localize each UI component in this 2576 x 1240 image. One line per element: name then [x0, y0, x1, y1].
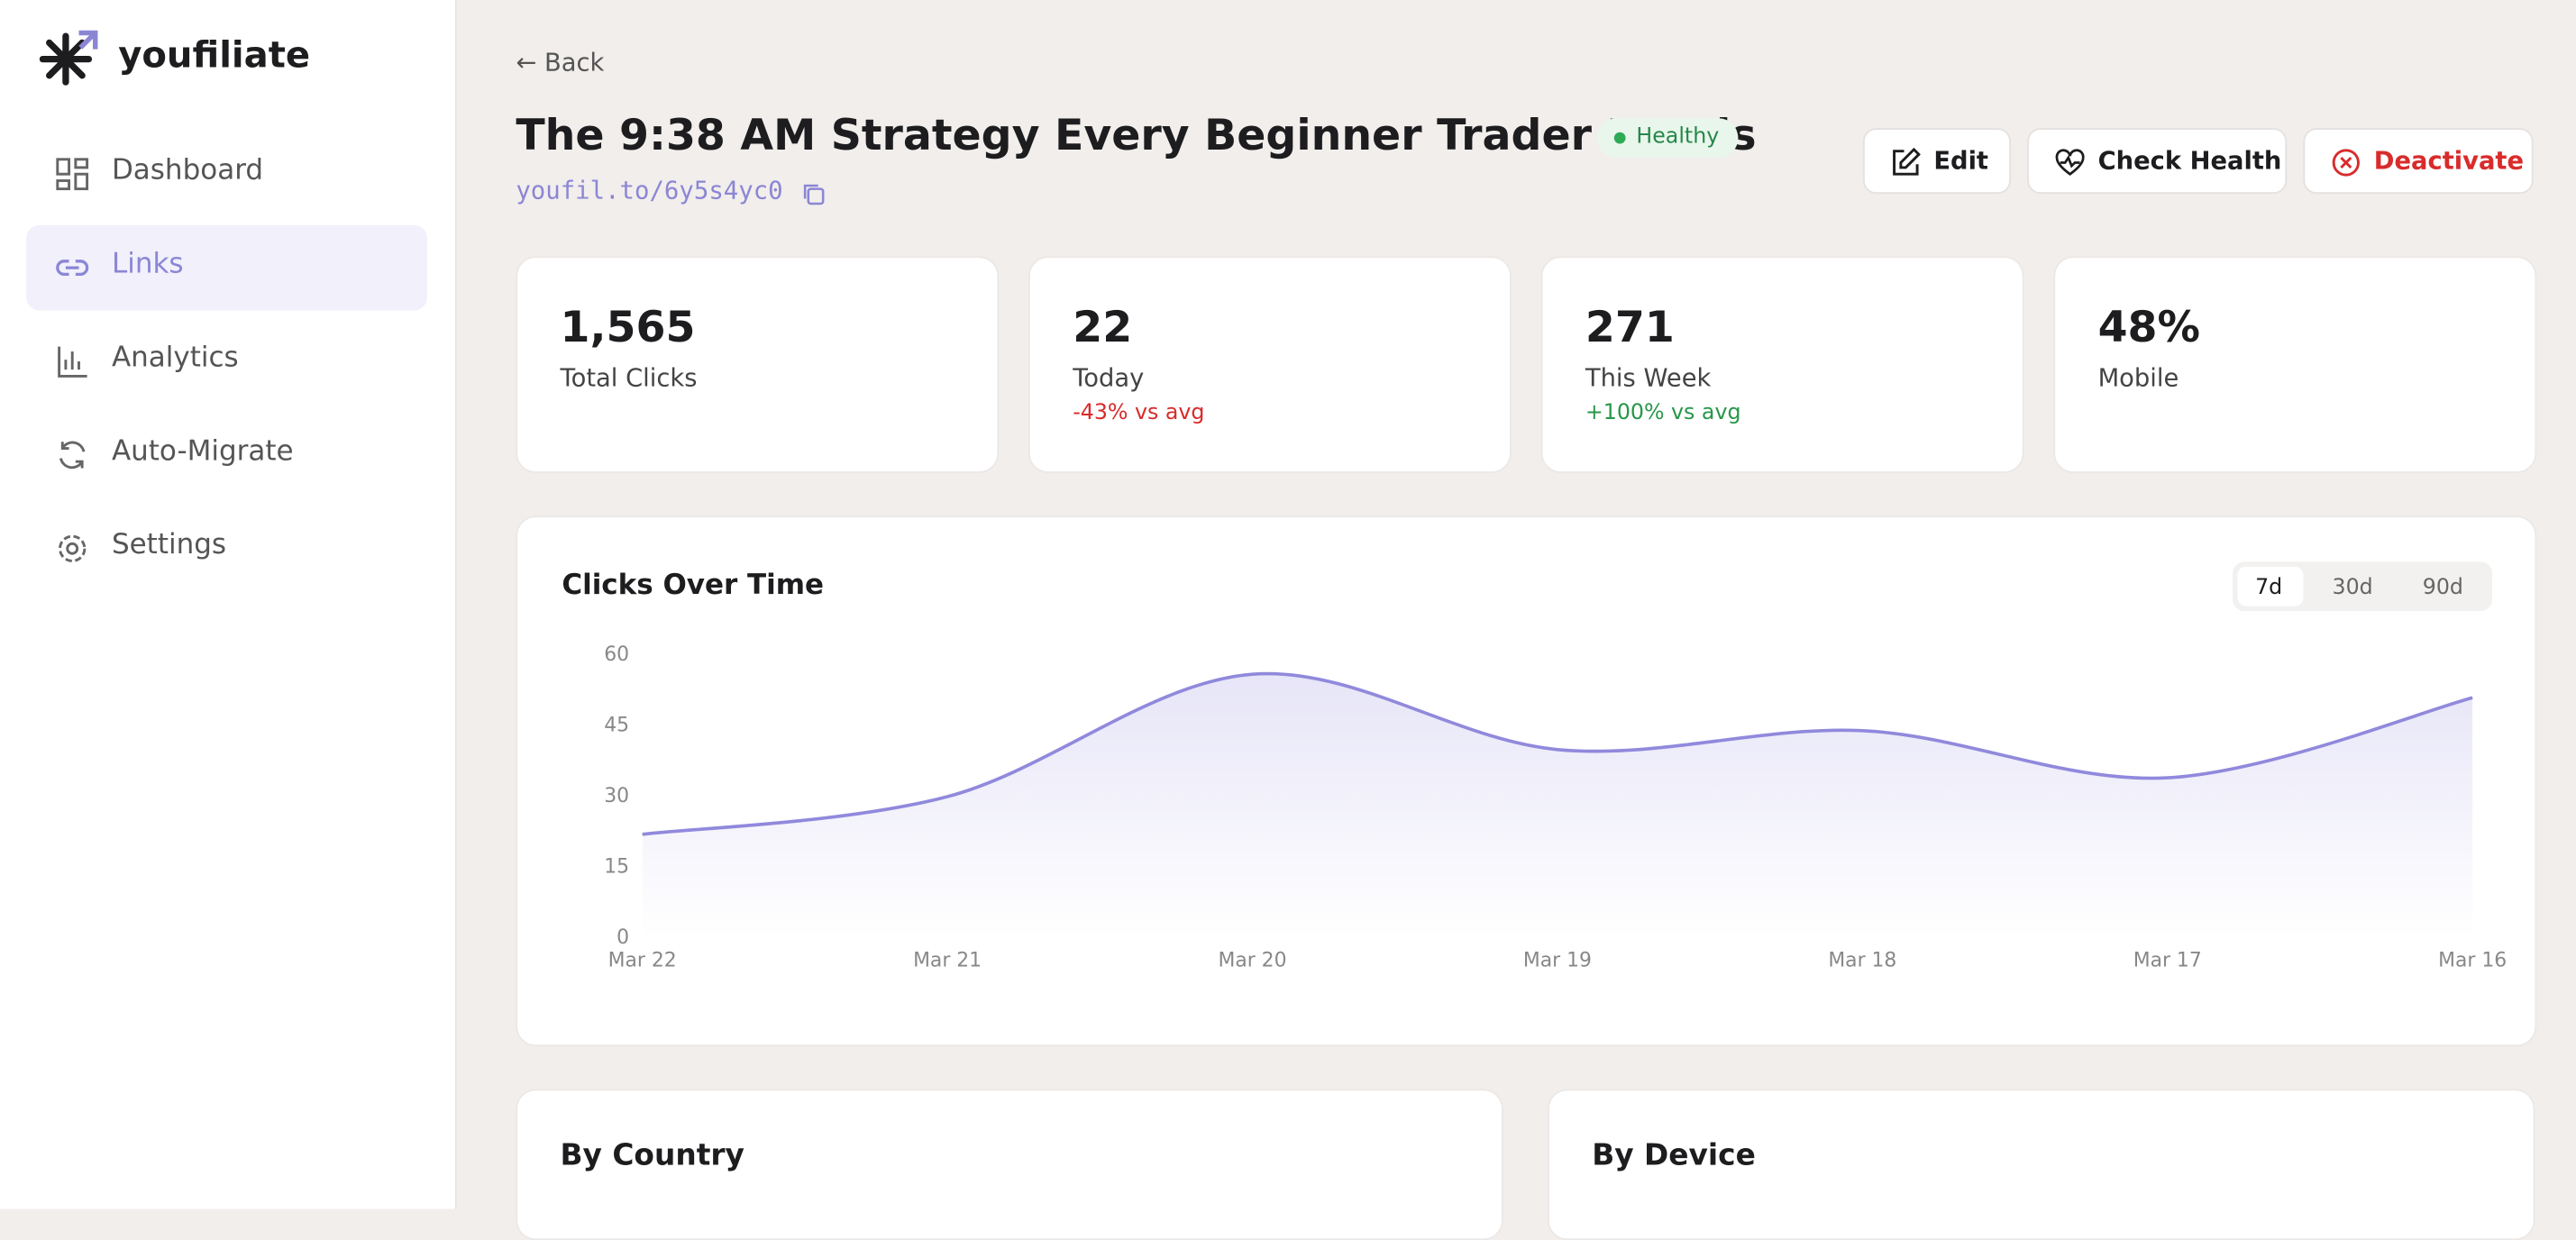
- status-badge: Healthy: [1596, 118, 1740, 158]
- nav-item[interactable]: Auto-Migrate: [26, 412, 427, 497]
- x-tick-label: Mar 16: [2438, 949, 2507, 971]
- y-tick-label: 30: [604, 785, 629, 807]
- range-button[interactable]: 90d: [2423, 574, 2463, 599]
- chart-card: Clicks Over Time 7d 30d 90d 0 15 30 45 60 Mar 22…: [516, 515, 2537, 1047]
- chart-title: Clicks Over Time: [562, 569, 824, 601]
- stat-value: 22: [1073, 304, 1133, 353]
- nav-item[interactable]: Dashboard: [26, 132, 427, 217]
- back-label: Back: [544, 47, 605, 78]
- nav-label: Dashboard: [111, 154, 264, 187]
- stat-delta: +100% vs avg: [1585, 400, 1741, 426]
- nav-item[interactable]: Settings: [26, 506, 427, 591]
- section-card: By Country: [516, 1089, 1503, 1240]
- x-tick-label: Mar 21: [913, 949, 982, 971]
- stat-label: Today: [1073, 362, 1145, 393]
- stat-label: This Week: [1585, 362, 1712, 393]
- nav-item[interactable]: Links: [26, 224, 427, 311]
- brand: youfiliate: [118, 36, 311, 78]
- range-button[interactable]: 30d: [2333, 574, 2373, 599]
- nav-label: Auto-Migrate: [111, 435, 294, 469]
- area: [642, 673, 2473, 938]
- status-label: Healthy: [1636, 124, 1720, 150]
- section-title: By Country: [560, 1138, 744, 1173]
- section-card: By Device: [1547, 1089, 2535, 1240]
- y-tick-label: 0: [617, 926, 629, 949]
- back-link[interactable]: ← Back: [516, 47, 605, 78]
- y-tick-label: 60: [604, 643, 629, 666]
- deactivate-button[interactable]: Deactivate: [2303, 128, 2534, 195]
- stat-card: 22 Today -43% vs avg: [1028, 256, 1512, 473]
- range-active: [2237, 566, 2304, 606]
- y-tick-label: 45: [604, 715, 629, 737]
- stat-value: 271: [1585, 304, 1675, 353]
- x-tick-label: Mar 22: [608, 949, 677, 971]
- section-title: By Device: [1592, 1138, 1756, 1173]
- stat-label: Total Clicks: [560, 362, 698, 393]
- button-label: Edit: [1933, 146, 1989, 177]
- line: [642, 671, 2473, 836]
- stat-value: 1,565: [560, 304, 696, 353]
- sidebar: youfiliate Dashboard Links Analytics Aut…: [0, 0, 457, 1209]
- stat-card: 271 This Week +100% vs avg: [1540, 256, 2024, 473]
- x-tick-label: Mar 17: [2133, 949, 2202, 971]
- nav-label: Links: [111, 248, 184, 281]
- stat-label: Mobile: [2097, 362, 2179, 393]
- x-tick-label: Mar 19: [1523, 949, 1592, 971]
- chart: Clicks Over Time 7d 30d 90d 0 15 30 45 60 Mar 22…: [562, 561, 2507, 971]
- x-tick-label: Mar 18: [1828, 949, 1896, 971]
- button-label: Check Health: [2097, 146, 2282, 177]
- range-button[interactable]: 7d: [2255, 574, 2282, 599]
- stat-card: 1,565 Total Clicks: [516, 256, 1000, 473]
- check-health-button[interactable]: Check Health: [2027, 128, 2288, 195]
- stat-card: 48% Mobile: [2053, 256, 2537, 473]
- y-tick-label: 15: [604, 855, 629, 878]
- page-title: The 9:38 AM Strategy Every Beginner Trad…: [516, 111, 1757, 161]
- stat-delta: -43% vs avg: [1073, 400, 1205, 426]
- nav-item[interactable]: Analytics: [26, 319, 427, 405]
- copy-icon[interactable]: [800, 180, 827, 206]
- x-tick-label: Mar 20: [1218, 949, 1286, 971]
- button-label: Deactivate: [2373, 146, 2525, 177]
- nav-label: Analytics: [111, 342, 239, 375]
- nav-label: Settings: [111, 528, 227, 562]
- edit-button[interactable]: Edit: [1862, 128, 2011, 195]
- logo: [39, 30, 98, 86]
- stat-value: 48%: [2097, 304, 2201, 353]
- short-url[interactable]: youfil.to/6y5s4yc0: [516, 176, 783, 205]
